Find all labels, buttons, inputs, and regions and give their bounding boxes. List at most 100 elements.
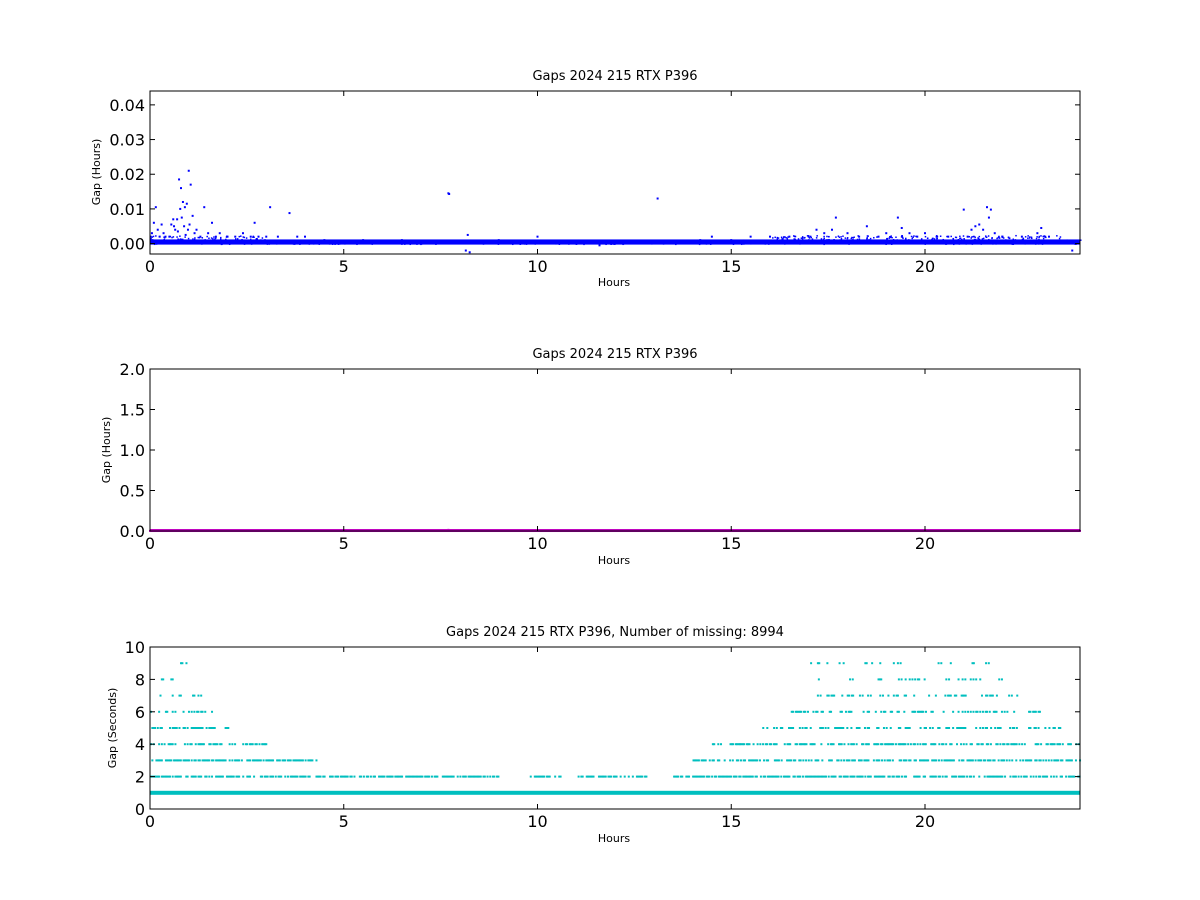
data-point [973,238,976,241]
data-point [627,775,630,778]
data-point [456,775,459,778]
data-point [436,239,438,242]
data-point [388,775,391,778]
data-point [844,775,847,778]
data-point [855,743,858,746]
panel-2-frame [149,368,1081,532]
data-point [818,662,821,665]
data-point [159,759,162,762]
data-point [554,775,557,778]
data-point [594,240,597,243]
data-point [751,240,754,243]
data-point [297,241,299,244]
data-point [225,727,228,729]
data-point [571,240,573,243]
data-point [678,240,680,243]
data-point [823,237,826,240]
data-point [294,241,296,244]
data-point [929,240,931,243]
data-point [842,727,845,729]
data-point [947,240,950,243]
data-point [404,242,407,244]
data-point [588,775,591,778]
data-point [746,775,749,778]
data-point [192,727,195,729]
data-point [232,241,235,244]
data-point [949,662,952,665]
data-point [829,743,832,746]
data-point [866,238,868,241]
data-point [769,235,771,238]
data-point [162,775,165,778]
data-point [984,759,987,762]
data-point [220,743,223,746]
data-point [462,775,465,778]
data-point [887,775,890,778]
data-point [786,238,789,240]
data-point [525,241,528,243]
data-point [231,775,234,778]
data-point [986,775,989,778]
data-point [906,240,909,243]
data-point [307,759,310,762]
data-point [186,239,189,242]
data-point [721,775,724,778]
panel-2: Gaps 2024 215 RTX P396 Gap (Hours) Hours… [100,347,1081,567]
data-point [428,775,431,778]
data-point [918,239,920,241]
data-point [918,710,921,713]
data-point [842,235,844,237]
data-point [581,775,584,778]
data-point [959,775,962,778]
data-point [274,775,277,778]
data-point [395,775,398,778]
data-point [686,775,689,778]
data-point [265,775,268,778]
data-point [662,243,665,245]
data-point [951,775,954,778]
data-point [879,775,882,778]
data-point [613,243,615,245]
data-point [249,775,252,778]
data-point [488,242,490,245]
data-point [934,743,937,746]
data-point [904,727,907,729]
data-point [278,775,281,778]
data-point [846,242,849,245]
data-point [939,235,942,237]
data-point [296,759,299,762]
data-point [970,240,972,242]
data-point [776,775,779,778]
data-point [1057,240,1060,243]
data-point [281,242,284,244]
data-point [794,235,797,238]
data-point [819,242,821,244]
data-point [724,775,727,778]
data-point [789,727,792,729]
data-point [828,710,831,713]
data-point [171,710,174,713]
data-point [447,528,450,531]
data-point [920,238,923,240]
data-point [790,727,793,729]
data-point [804,236,806,239]
data-point [787,743,790,746]
data-point [443,241,446,243]
data-point [992,710,995,713]
data-point [170,743,173,746]
data-point [848,759,851,762]
data-band [150,239,1080,245]
data-point [916,710,919,713]
data-point [529,239,532,242]
data-point [183,225,186,228]
data-point [628,242,631,244]
data-point [1056,743,1059,746]
data-point [962,775,965,778]
data-point [980,743,983,746]
data-point [768,775,771,778]
data-point [876,236,878,238]
data-point [915,239,917,242]
data-point [900,775,903,778]
data-point [304,775,307,778]
data-point [265,235,268,238]
